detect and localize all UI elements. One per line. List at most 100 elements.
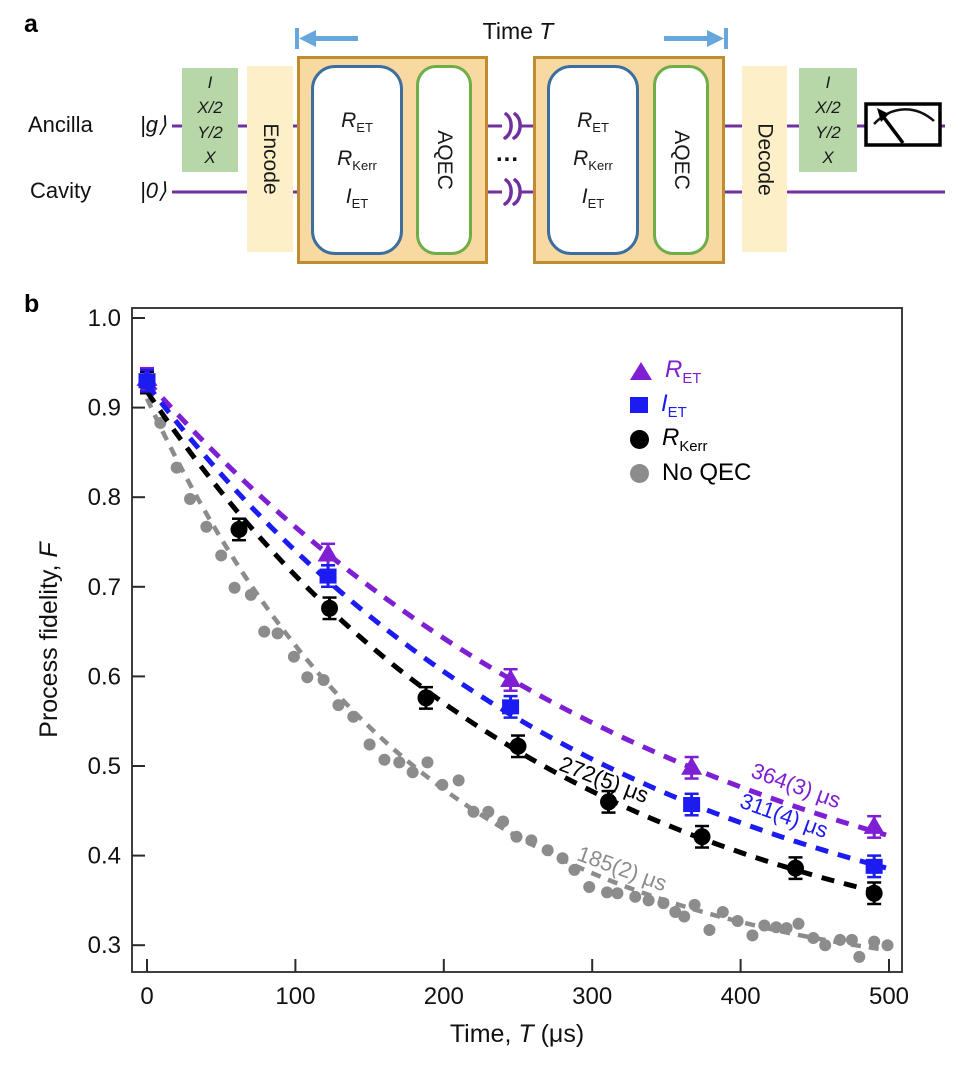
data-point-No QEC [881,939,894,952]
legend-item-R_ET: RET [630,354,751,388]
aqec-label: AQEC [670,130,693,190]
fit-line-R_Kerr [144,390,887,897]
ancilla-label: Ancilla [28,112,93,137]
time-span-label: Time T [482,18,554,44]
data-point-No QEC [629,890,642,903]
aqec-module-2: RET RKerr IET AQEC [533,56,725,264]
data-point-R_Kerr [417,689,435,707]
data-point-R_Kerr [509,737,527,755]
x-tick-label: 500 [869,983,909,1010]
data-point-No QEC [868,935,881,948]
data-point-No QEC [611,887,624,900]
data-point-R_ET [317,543,339,562]
x-axis-title: Time, T (μs) [449,1020,585,1048]
data-point-I_ET [319,568,337,584]
legend-label: IET [661,389,687,421]
data-point-R_Kerr [865,884,883,902]
data-point-No QEC [200,520,213,533]
data-point-No QEC [332,699,345,712]
panel-b-label: b [24,290,40,318]
data-point-No QEC [421,756,434,769]
panel-a-label: a [24,10,38,38]
gate-r-kerr: RKerr [573,146,613,174]
data-point-No QEC [583,880,596,893]
chart-legend: RET IET RKerr No QEC [630,354,751,490]
y-tick-label: 0.5 [88,753,121,780]
data-point-No QEC [228,581,241,594]
y-tick-label: 0.8 [88,484,121,511]
repeat-ellipsis: ... [496,140,520,167]
data-point-No QEC [688,898,701,911]
data-point-No QEC [258,625,271,638]
data-point-I_ET [138,373,156,389]
data-point-R_ET [500,668,522,687]
y-tick-label: 0.4 [88,843,121,870]
data-point-No QEC [819,939,832,952]
gate-i-et: IET [345,185,369,212]
ancilla-ket: |g⟩ [140,112,167,137]
data-point-No QEC [731,915,744,928]
x-tick-label: 200 [424,983,464,1010]
tomo-gate: X [204,148,216,167]
data-point-I_ET [683,797,701,813]
y-tick-label: 1.0 [88,305,121,332]
data-point-No QEC [792,917,805,930]
data-point-No QEC [363,738,376,751]
x-tick-label: 100 [275,983,315,1010]
time-arrow-right-head-icon [707,30,724,47]
time-arrow-left-head-icon [299,30,316,47]
x-tick-label: 300 [572,983,612,1010]
data-point-No QEC [601,886,614,899]
legend-label: RET [665,355,702,387]
aqec-module-1: RET RKerr IET AQEC [297,56,488,264]
plot-frame [131,307,903,973]
data-point-R_Kerr [693,828,711,846]
data-point-No QEC [184,492,197,505]
data-point-No QEC [807,932,820,945]
cavity-ket: |0⟩ [140,178,167,203]
tomo-gate: X/2 [815,98,841,117]
tomo-gate: Y/2 [815,123,841,142]
legend-label: No QEC [662,459,752,486]
measurement-meter-icon [864,102,942,147]
legend-marker-dot-icon [630,463,649,483]
gate-r-kerr: RKerr [337,146,377,174]
data-point-No QEC [215,549,228,562]
data-point-No QEC [482,805,495,818]
data-point-No QEC [746,929,759,942]
data-point-No QEC [301,671,314,684]
data-point-No QEC [452,774,465,787]
encode-box: Encode [247,66,293,252]
chart-layer: 0 100 200 300 400 500 1.0 0.9 0.8 0.7 0.6 0.5 0.4 0.3 [88,305,909,1010]
y-tick-label: 0.7 [88,574,121,601]
data-point-R_Kerr [321,599,339,617]
tomo-gate: I [825,73,831,92]
data-point-R_Kerr [787,859,805,877]
data-point-R_ET [863,815,885,834]
data-point-No QEC [406,766,419,779]
data-point-No QEC [271,627,284,640]
y-tick-label: 0.3 [88,932,121,959]
tomo-gate: Y/2 [197,123,223,142]
tomo-gate: X/2 [197,98,223,117]
legend-item-I_ET: IET [630,388,751,422]
data-point-No QEC [378,753,391,766]
aqec-box: AQEC [416,65,472,255]
legend-label: RKerr [662,423,708,455]
data-point-No QEC [770,921,783,934]
wire-break-ancilla-icon [502,112,522,140]
wire-break-cavity-icon [502,178,522,206]
decode-box: Decode [742,66,787,252]
recovery-gate-box: RET RKerr IET [547,65,639,255]
x-tick-label: 0 [140,983,153,1010]
y-axis-title: Process fidelity, F [35,542,63,738]
data-point-R_Kerr [600,793,618,811]
data-point-No QEC [678,910,691,923]
recovery-gate-box: RET RKerr IET [311,65,403,255]
x-tick-label: 400 [721,983,761,1010]
tomo-gate: X [822,148,834,167]
legend-item-No QEC: No QEC [630,456,751,490]
gate-i-et: IET [581,185,605,212]
fit-line-I_ET [145,382,887,871]
